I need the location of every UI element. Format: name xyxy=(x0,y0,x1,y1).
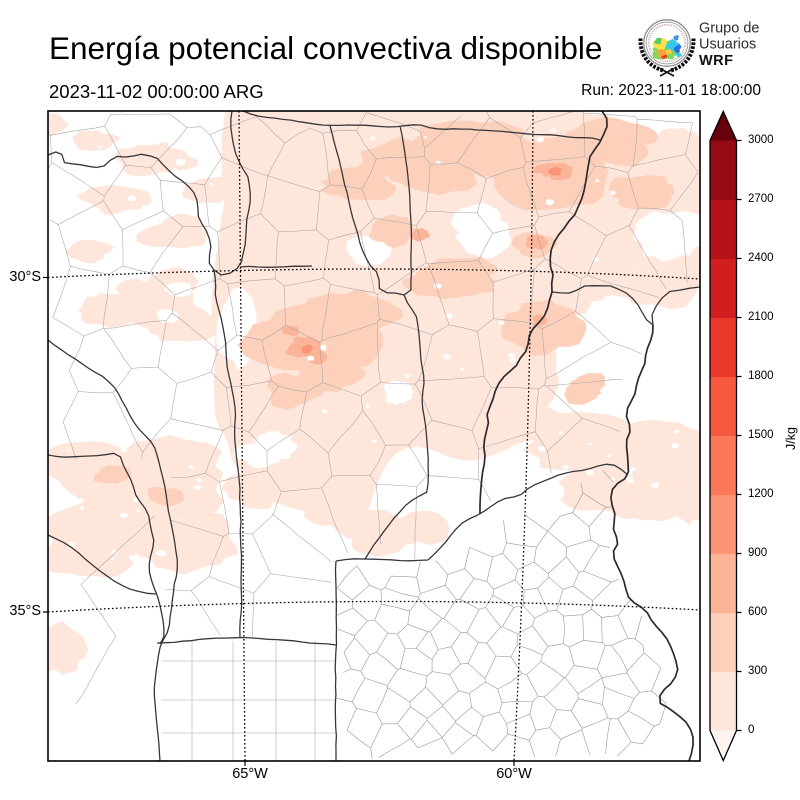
svg-text:Grupo de: Grupo de xyxy=(699,21,759,37)
svg-text:Usuarios: Usuarios xyxy=(699,37,756,53)
svg-text:WRF: WRF xyxy=(699,53,734,69)
